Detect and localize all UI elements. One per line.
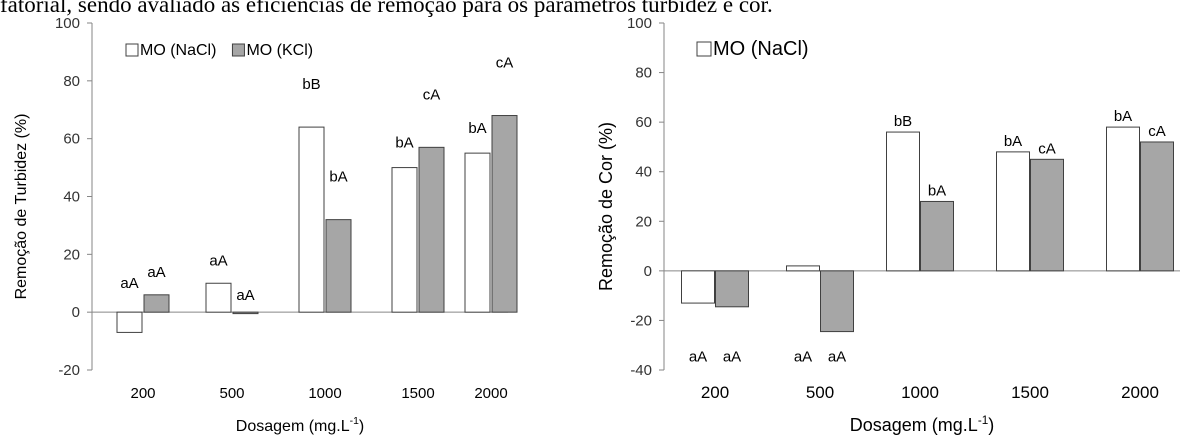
chart2-data-label: bA	[928, 182, 946, 199]
chart1-data-label: bA	[329, 169, 347, 186]
chart2-legend-swatch-nacl	[696, 41, 712, 57]
chart1-data-label: cA	[496, 55, 514, 72]
chart2-y-tick-label: 60	[635, 114, 652, 131]
chart1-legend-swatch-nacl	[125, 43, 139, 57]
chart1-data-label: cA	[423, 86, 441, 103]
chart1-data-label: bA	[395, 135, 413, 152]
chart1-x-axis-title: Dosagem (mg.L-1)	[236, 416, 364, 435]
chart1-bar-kcl	[418, 146, 445, 313]
chart2-bar-kcl	[820, 270, 854, 333]
chart1-bar-kcl	[325, 219, 352, 313]
chart2-legend-label: MO (NaCl)	[713, 38, 809, 60]
chart2-bar-kcl	[1140, 141, 1174, 272]
chart1-bar-nacl	[298, 126, 325, 313]
chart1-bar-nacl	[464, 152, 491, 313]
chart1-x-tick-label: 2000	[474, 385, 507, 402]
chart2-data-label: bA	[1114, 108, 1132, 125]
chart1-x-tick-label: 200	[130, 385, 155, 402]
chart1-data-label: aA	[120, 275, 138, 292]
chart2-x-tick-label: 500	[806, 383, 834, 402]
chart2-bar-kcl	[1030, 158, 1064, 272]
chart2-bar-nacl	[681, 270, 715, 304]
chart2-y-axis-title: Remoção de Cor (%)	[596, 122, 616, 291]
chart2-data-label: bB	[894, 113, 912, 130]
chart1-bar-nacl	[391, 167, 418, 313]
chart1-bar-kcl	[143, 294, 170, 313]
chart2-bar-nacl	[996, 151, 1030, 272]
chart2-y-tick-label: 100	[627, 15, 652, 32]
chart2-y-tick-label: -20	[630, 312, 652, 329]
chart1-data-label: aA	[147, 264, 165, 281]
chart1-data-label: bA	[468, 120, 486, 137]
chart1-legend-swatch-kcl	[231, 43, 245, 57]
chart2-bar-kcl	[920, 200, 954, 272]
chart1-y-tick-label: 20	[63, 246, 80, 263]
header-text: fatorial, sendo avaliado as eficiências …	[0, 0, 773, 17]
chart2-x-tick-label: 200	[701, 383, 729, 402]
chart1-y-tick-label: 80	[63, 73, 80, 90]
chart2-bar-nacl	[1106, 126, 1140, 272]
chart1-data-label: aA	[236, 287, 254, 304]
chart2-data-label: aA	[689, 348, 707, 365]
chart1-y-tick-label: 100	[55, 15, 80, 32]
chart1-bar-kcl	[232, 311, 259, 315]
chart1-x-tick-label: 1500	[401, 385, 434, 402]
chart2-x-tick-label: 1500	[1011, 383, 1049, 402]
chart1-y-tick-label: -20	[58, 362, 80, 379]
chart1-legend-label: MO (NaCl)	[140, 42, 216, 59]
chart1-y-tick-label: 60	[63, 131, 80, 148]
chart1-data-label: bB	[302, 76, 320, 93]
chart1-bar-kcl	[491, 115, 518, 313]
chart2-data-label: aA	[794, 348, 812, 365]
chart2-x-tick-label: 1000	[901, 383, 939, 402]
chart2-bar-nacl	[786, 265, 820, 272]
chart2-bar-nacl	[886, 131, 920, 272]
chart2-data-label: aA	[828, 348, 846, 365]
chart2-data-label: bA	[1004, 133, 1022, 150]
chart1-data-label: aA	[209, 252, 227, 269]
chart1-bar-nacl	[116, 311, 143, 333]
chart2-data-label: cA	[1038, 140, 1056, 157]
chart1-y-axis-title: Remoção de Turbidez (%)	[13, 114, 30, 300]
chart2-data-label: cA	[1148, 123, 1166, 140]
chart1-x-tick-label: 1000	[308, 385, 341, 402]
chart1-x-tick-label: 500	[219, 385, 244, 402]
chart2-x-axis-title: Dosagem (mg.L-1)	[850, 414, 994, 435]
chart2-bar-kcl	[715, 270, 749, 308]
chart2-data-label: aA	[723, 348, 741, 365]
chart1-y-tick-label: 0	[72, 304, 80, 321]
chart1-bar-nacl	[205, 282, 232, 313]
chart2-y-tick-label: -40	[630, 362, 652, 379]
chart2-y-tick-label: 0	[644, 263, 652, 280]
chart2-y-tick-label: 20	[635, 213, 652, 230]
chart2-y-tick-label: 40	[635, 164, 652, 181]
chart1-legend-label: MO (KCl)	[246, 42, 313, 59]
chart1-y-tick-label: 40	[63, 189, 80, 206]
chart2-y-tick-label: 80	[635, 65, 652, 82]
chart2-x-tick-label: 2000	[1121, 383, 1159, 402]
